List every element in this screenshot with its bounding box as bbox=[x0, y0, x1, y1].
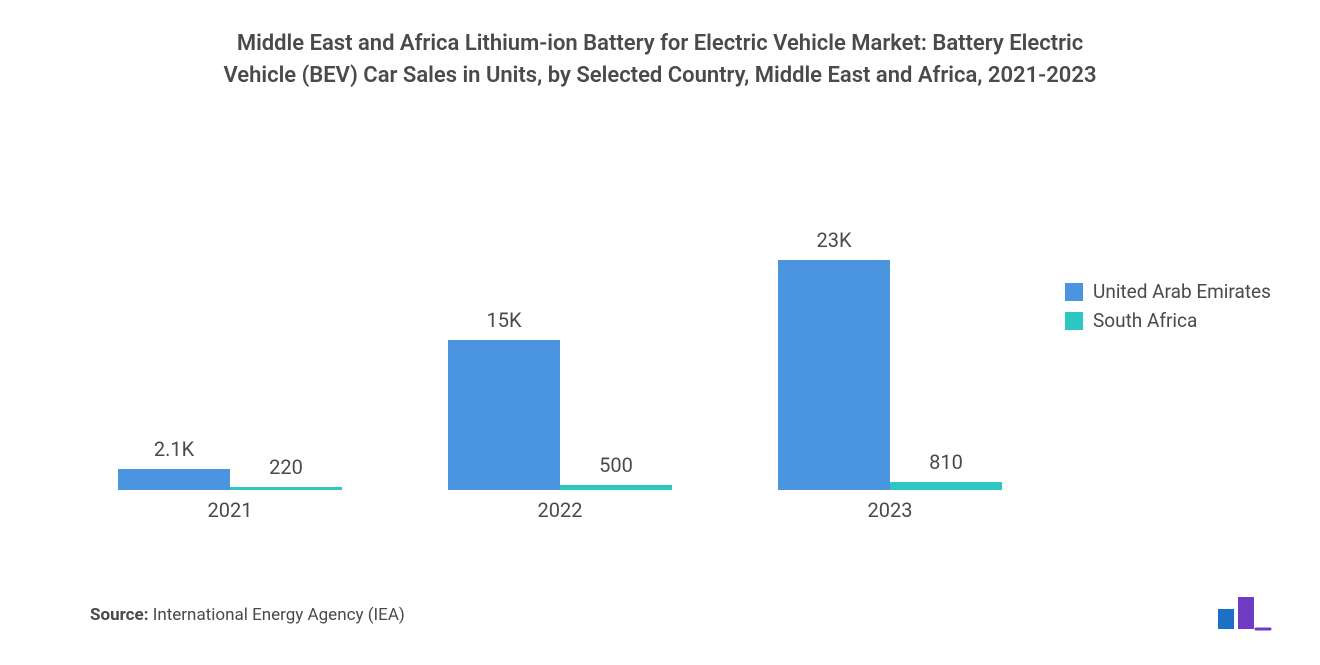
bar-group: 15K 500 bbox=[420, 260, 700, 490]
bar-value-label: 810 bbox=[890, 450, 1002, 474]
chart-title: Middle East and Africa Lithium-ion Batte… bbox=[0, 0, 1320, 92]
brand-logo bbox=[1216, 595, 1272, 633]
source-label: Source: bbox=[90, 605, 148, 625]
chart-area: 2.1K22015K50023K810 202120222023 bbox=[90, 190, 1040, 530]
legend: United Arab Emirates South Africa bbox=[1065, 280, 1271, 338]
bar-value-label: 15K bbox=[448, 308, 560, 332]
bar bbox=[890, 482, 1002, 490]
logo-bar-1-icon bbox=[1218, 609, 1234, 629]
legend-item: United Arab Emirates bbox=[1065, 280, 1271, 303]
legend-label: South Africa bbox=[1093, 309, 1197, 332]
bar bbox=[778, 260, 890, 490]
x-axis-label: 2023 bbox=[750, 498, 1030, 522]
bar bbox=[118, 469, 230, 490]
x-axis-label: 2022 bbox=[420, 498, 700, 522]
bar-value-label: 220 bbox=[230, 455, 342, 479]
legend-swatch bbox=[1065, 283, 1083, 301]
bar bbox=[560, 485, 672, 490]
bar-value-label: 2.1K bbox=[118, 437, 230, 461]
legend-label: United Arab Emirates bbox=[1093, 280, 1271, 303]
bar bbox=[230, 487, 342, 490]
legend-swatch bbox=[1065, 312, 1083, 330]
bar bbox=[448, 340, 560, 490]
logo-bar-2-icon bbox=[1238, 597, 1254, 629]
x-axis-label: 2021 bbox=[90, 498, 370, 522]
bar-value-label: 500 bbox=[560, 453, 672, 477]
bar-value-label: 23K bbox=[778, 228, 890, 252]
chart-plot: 2.1K22015K50023K810 bbox=[90, 190, 1040, 490]
source-line: Source: International Energy Agency (IEA… bbox=[90, 605, 405, 625]
bar-group: 23K810 bbox=[750, 260, 1030, 490]
source-text-value: International Energy Agency (IEA) bbox=[153, 605, 405, 625]
bar-group: 2.1K220 bbox=[90, 260, 370, 490]
legend-item: South Africa bbox=[1065, 309, 1271, 332]
